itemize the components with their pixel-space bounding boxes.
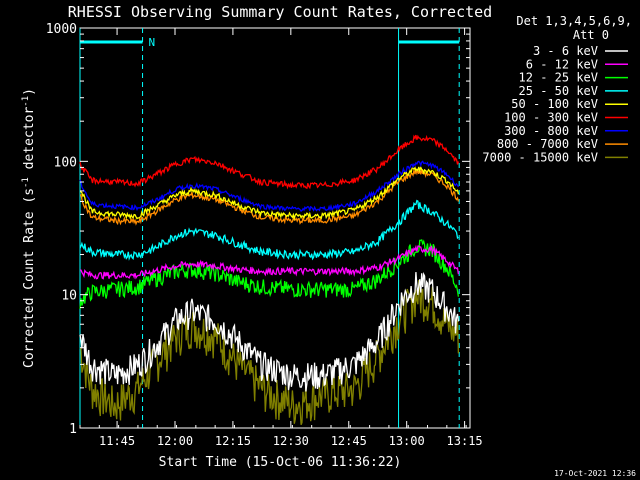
legend-header-line-1: Det 1,3,4,5,6,9, bbox=[516, 14, 632, 28]
y-tick-label: 1000 bbox=[46, 22, 77, 37]
y-axis-label-suffix: ) bbox=[22, 88, 37, 96]
series-line bbox=[79, 160, 459, 213]
legend-label: 100 - 300 keV bbox=[504, 111, 598, 125]
y-axis-label: Corrected Count Rate (s-1 detector-1) bbox=[21, 88, 37, 368]
x-tick-label: 11:45 bbox=[99, 434, 135, 448]
legend-label: 50 - 100 keV bbox=[511, 97, 598, 111]
y-axis-label-sup2: -1 bbox=[21, 96, 31, 107]
series-line bbox=[79, 165, 460, 222]
flag-label: N bbox=[149, 36, 156, 49]
legend-label: 7000 - 15000 keV bbox=[482, 150, 598, 164]
x-tick-label: 12:15 bbox=[215, 434, 251, 448]
series-line bbox=[79, 244, 460, 280]
series-line bbox=[79, 279, 460, 426]
series-line bbox=[79, 199, 459, 261]
x-tick-label: 12:30 bbox=[273, 434, 309, 448]
x-tick-label: 13:15 bbox=[447, 434, 483, 448]
y-axis-label-mid: detector bbox=[22, 107, 37, 178]
y-tick-label: 1 bbox=[69, 422, 77, 437]
legend-label: 12 - 25 keV bbox=[519, 71, 598, 85]
y-axis-label-prefix: Corrected Count Rate (s bbox=[22, 188, 37, 368]
y-tick-label: 10 bbox=[61, 289, 77, 304]
x-tick-label: 13:00 bbox=[389, 434, 425, 448]
y-tick-label: 100 bbox=[54, 155, 77, 170]
x-axis: 11:45 12:00 12:15 12:30 12:45 13:00 13:15 bbox=[79, 28, 483, 448]
legend-label: 25 - 50 keV bbox=[519, 84, 598, 98]
legend-label: 6 - 12 keV bbox=[526, 57, 598, 71]
series-layer bbox=[79, 134, 460, 426]
legend-header-line-2: Att 0 bbox=[573, 28, 609, 42]
series-line bbox=[79, 167, 460, 226]
y-axis: 1 10 100 1000 bbox=[46, 22, 470, 437]
x-tick-label: 12:00 bbox=[157, 434, 193, 448]
legend-label: 3 - 6 keV bbox=[533, 44, 598, 58]
chart-title: RHESSI Observing Summary Count Rates, Co… bbox=[68, 3, 492, 21]
legend-label: 800 - 7000 keV bbox=[497, 137, 598, 151]
plot-area: N 11:45 12:00 12:15 12:30 12:45 13:00 13:15 11… bbox=[46, 22, 483, 448]
x-axis-label: Start Time (15-Oct-06 11:36:22) bbox=[159, 455, 402, 470]
y-axis-label-sup1: -1 bbox=[21, 177, 31, 188]
series-line bbox=[79, 271, 460, 392]
x-tick-label: 12:45 bbox=[331, 434, 367, 448]
legend-label: 300 - 800 keV bbox=[504, 124, 598, 138]
series-line bbox=[79, 134, 460, 190]
flag-layer: N bbox=[80, 36, 460, 49]
footer-timestamp: 17-Oct-2021 12:36 bbox=[554, 469, 636, 478]
